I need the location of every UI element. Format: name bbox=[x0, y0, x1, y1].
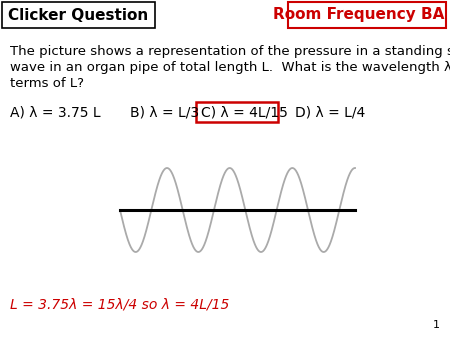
Text: terms of L?: terms of L? bbox=[10, 77, 84, 90]
FancyBboxPatch shape bbox=[288, 2, 446, 28]
Text: D) λ = L/4: D) λ = L/4 bbox=[295, 105, 365, 119]
Text: Room Frequency BA: Room Frequency BA bbox=[273, 7, 444, 23]
Text: Clicker Question: Clicker Question bbox=[8, 7, 148, 23]
Text: A) λ = 3.75 L: A) λ = 3.75 L bbox=[10, 105, 101, 119]
Text: B) λ = L/3: B) λ = L/3 bbox=[130, 105, 199, 119]
FancyBboxPatch shape bbox=[2, 2, 155, 28]
Text: 1: 1 bbox=[433, 320, 440, 330]
Text: C) λ = 4L/15: C) λ = 4L/15 bbox=[201, 105, 288, 119]
Text: wave in an organ pipe of total length L.  What is the wavelength λ in: wave in an organ pipe of total length L.… bbox=[10, 61, 450, 74]
Text: The picture shows a representation of the pressure in a standing sound: The picture shows a representation of th… bbox=[10, 45, 450, 58]
Text: L = 3.75λ = 15λ/4 so λ = 4L/15: L = 3.75λ = 15λ/4 so λ = 4L/15 bbox=[10, 298, 230, 312]
